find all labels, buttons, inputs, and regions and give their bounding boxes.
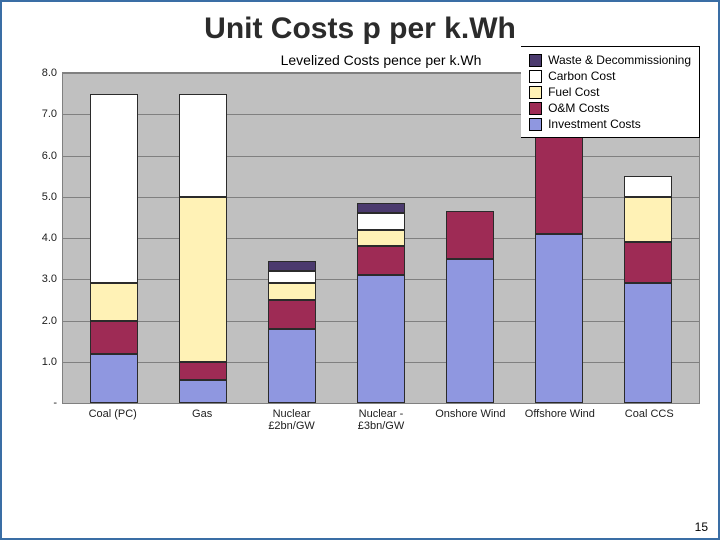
bar-stack [535,118,583,403]
y-tick-label: 1.0 [42,356,63,368]
bar-segment-carbon [268,271,316,283]
slide-title: Unit Costs p per k.Wh [12,12,708,46]
bar-segment-om [179,362,227,381]
chart-area: Levelized Costs pence per k.Wh Waste & D… [62,52,700,432]
legend-item-invest: Investment Costs [529,117,691,131]
bar-column [158,73,247,403]
legend-label: Waste & Decommissioning [548,53,691,67]
bar-column [336,73,425,403]
x-axis-labels: Coal (PC)GasNuclear £2bn/GWNuclear - £3b… [62,404,700,432]
legend-swatch-invest [529,118,542,131]
bar-segment-fuel [179,197,227,362]
legend-swatch-fuel [529,86,542,99]
bar-stack [268,261,316,403]
x-tick-label: Nuclear - £3bn/GW [336,408,425,432]
gridline [63,403,699,404]
bar-segment-om [268,300,316,329]
bar-segment-fuel [90,283,138,320]
page-number: 15 [695,520,708,534]
legend-label: Carbon Cost [548,69,615,83]
bar-segment-waste [268,261,316,271]
legend-swatch-om [529,102,542,115]
y-tick-label: - [53,397,63,409]
legend-item-om: O&M Costs [529,101,691,115]
bar-segment-om [90,321,138,354]
x-tick-label: Coal (PC) [68,408,157,432]
bar-column [247,73,336,403]
legend-label: Investment Costs [548,117,641,131]
y-tick-label: 8.0 [42,67,63,79]
bar-segment-om [357,246,405,275]
bar-segment-fuel [357,230,405,247]
bar-segment-invest [179,380,227,403]
legend-label: Fuel Cost [548,85,599,99]
bar-segment-om [624,242,672,283]
x-tick-label: Gas [157,408,246,432]
legend-label: O&M Costs [548,101,609,115]
bar-stack [446,211,494,403]
x-tick-label: Coal CCS [605,408,694,432]
bar-segment-invest [357,275,405,403]
legend-item-carbon: Carbon Cost [529,69,691,83]
bar-segment-invest [268,329,316,403]
y-tick-label: 6.0 [42,150,63,162]
legend-item-waste: Waste & Decommissioning [529,53,691,67]
legend: Waste & Decommissioning Carbon Cost Fuel C… [521,46,700,138]
bar-segment-invest [90,354,138,404]
bar-stack [357,203,405,403]
y-tick-label: 4.0 [42,232,63,244]
slide-frame: Unit Costs p per k.Wh Levelized Costs pe… [0,0,720,540]
x-tick-label: Offshore Wind [515,408,604,432]
bar-stack [624,176,672,403]
y-tick-label: 5.0 [42,191,63,203]
bar-column [69,73,158,403]
bar-stack [179,94,227,403]
y-tick-label: 2.0 [42,315,63,327]
bar-column [426,73,515,403]
y-tick-label: 3.0 [42,273,63,285]
bar-segment-carbon [624,176,672,197]
legend-swatch-waste [529,54,542,67]
bar-segment-invest [446,259,494,403]
bar-segment-om [446,211,494,258]
bar-segment-waste [357,203,405,213]
bar-segment-fuel [268,283,316,300]
bar-segment-carbon [357,213,405,230]
bar-segment-fuel [624,197,672,242]
bar-segment-carbon [179,94,227,197]
bar-stack [90,94,138,403]
bar-segment-carbon [90,94,138,284]
bar-segment-invest [535,234,583,403]
legend-swatch-carbon [529,70,542,83]
x-tick-label: Onshore Wind [426,408,515,432]
bar-segment-invest [624,283,672,403]
x-tick-label: Nuclear £2bn/GW [247,408,336,432]
legend-item-fuel: Fuel Cost [529,85,691,99]
y-tick-label: 7.0 [42,108,63,120]
